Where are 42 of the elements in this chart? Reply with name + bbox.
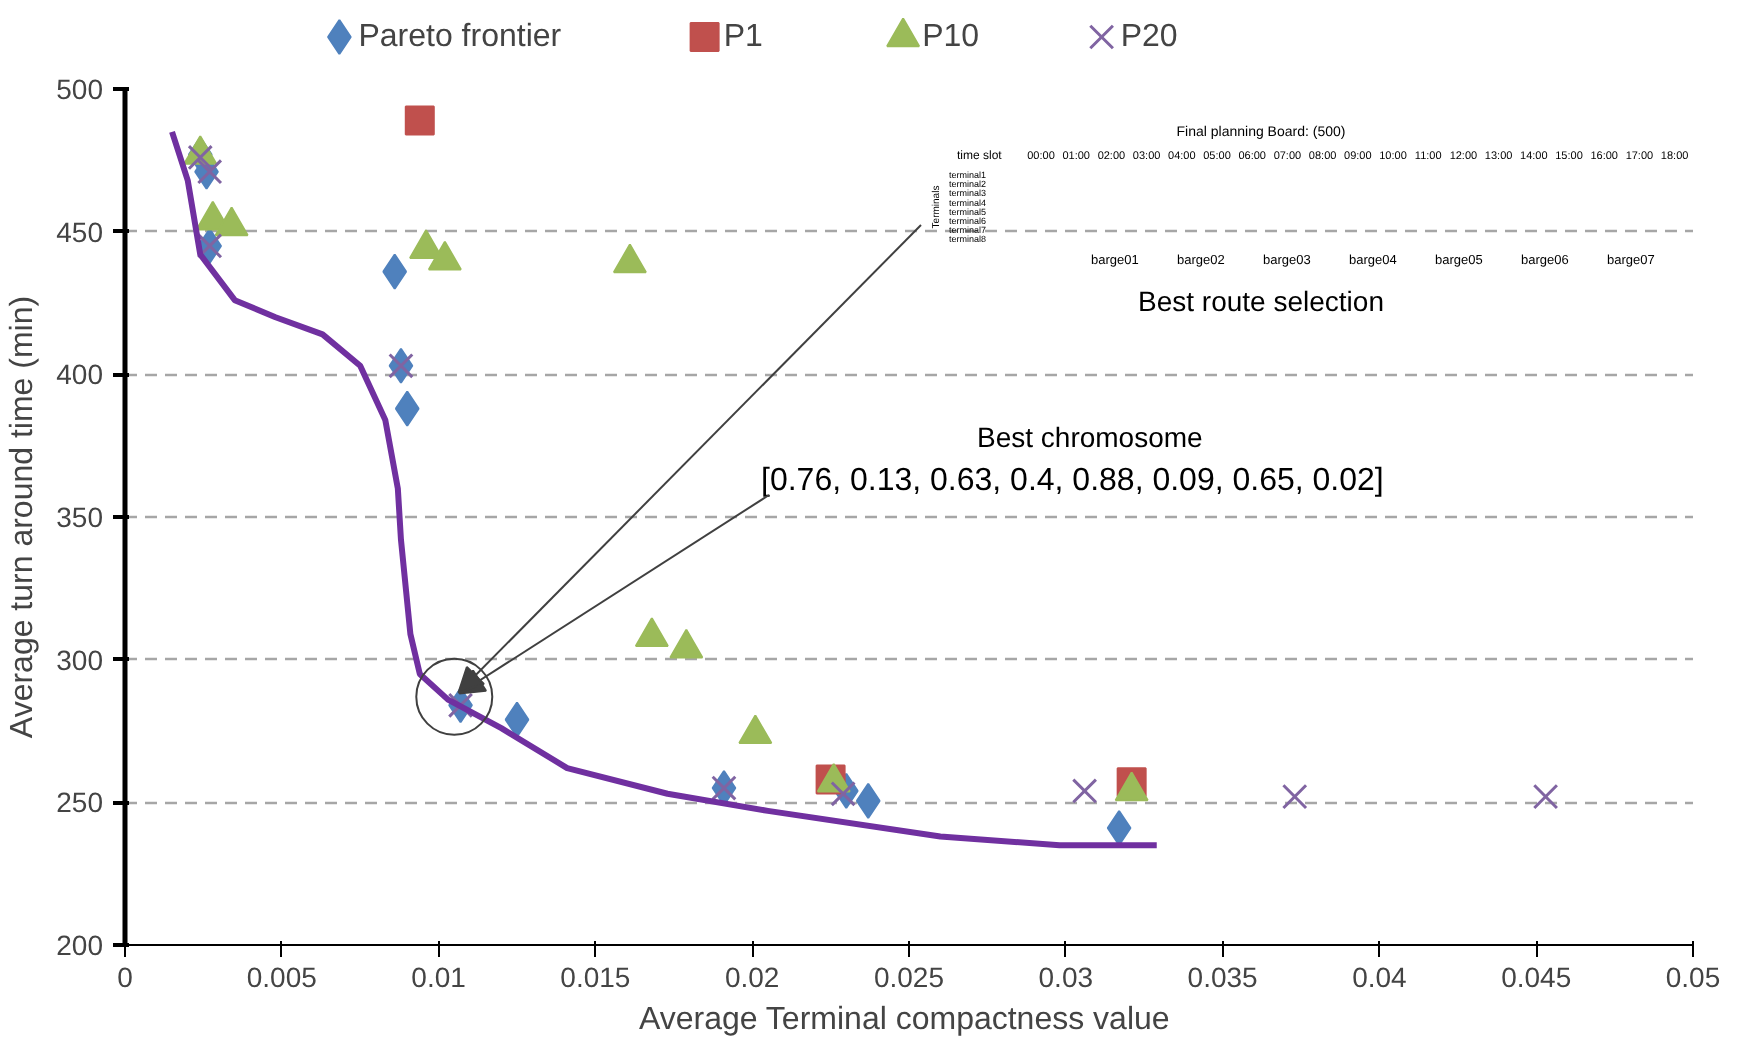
y-tick-label: 200 <box>56 929 104 961</box>
y-tick-label: 400 <box>56 358 104 391</box>
annotation: Best chromosome <box>977 421 1204 453</box>
point <box>855 782 881 819</box>
y-tick-label: 300 <box>56 643 104 676</box>
point <box>1281 783 1308 810</box>
annotation: Best route selection <box>1138 285 1384 317</box>
point <box>504 701 530 738</box>
point <box>382 253 408 290</box>
y-tick-label: 500 <box>56 73 104 105</box>
x-tick-label: 0.05 <box>1665 961 1721 993</box>
x-tick-label: 0.04 <box>1352 961 1408 993</box>
point <box>404 105 435 136</box>
legend-label: P10 <box>922 20 980 54</box>
x-tick-label: 0 <box>117 961 134 993</box>
y-tick-label: 250 <box>56 786 104 819</box>
point <box>187 144 214 171</box>
x-axis-title: Average Terminal compactness value <box>638 1003 1170 1037</box>
legend-label: Pareto frontier <box>358 20 563 54</box>
point <box>1071 778 1098 804</box>
annotation: [0.76, 0.13, 0.63, 0.4, 0.88, 0.09, 0.65, 0.02] <box>761 464 1384 498</box>
x-tick-label: 0.03 <box>1038 961 1094 993</box>
point <box>196 233 223 259</box>
x-tick-label: 0.025 <box>873 961 945 993</box>
point <box>196 158 223 185</box>
x-tick-label: 0.015 <box>560 961 631 993</box>
point <box>830 780 856 807</box>
x-tick-label: 0.045 <box>1501 961 1572 993</box>
point <box>388 352 414 379</box>
y-axis-title: Average turn around time (min) <box>6 295 41 739</box>
point <box>1106 810 1132 847</box>
legend-label: P1 <box>723 20 764 54</box>
y-tick-label: 450 <box>56 215 104 248</box>
x-tick-label: 0.005 <box>246 961 318 993</box>
point <box>394 390 420 427</box>
x-tick-label: 0.01 <box>411 961 467 993</box>
point <box>711 775 737 801</box>
point <box>1532 783 1559 810</box>
x-tick-label: 0.035 <box>1187 961 1259 993</box>
legend-label: P20 <box>1120 20 1178 54</box>
x-tick-label: 0.02 <box>724 961 780 993</box>
y-tick-label: 350 <box>56 501 104 533</box>
